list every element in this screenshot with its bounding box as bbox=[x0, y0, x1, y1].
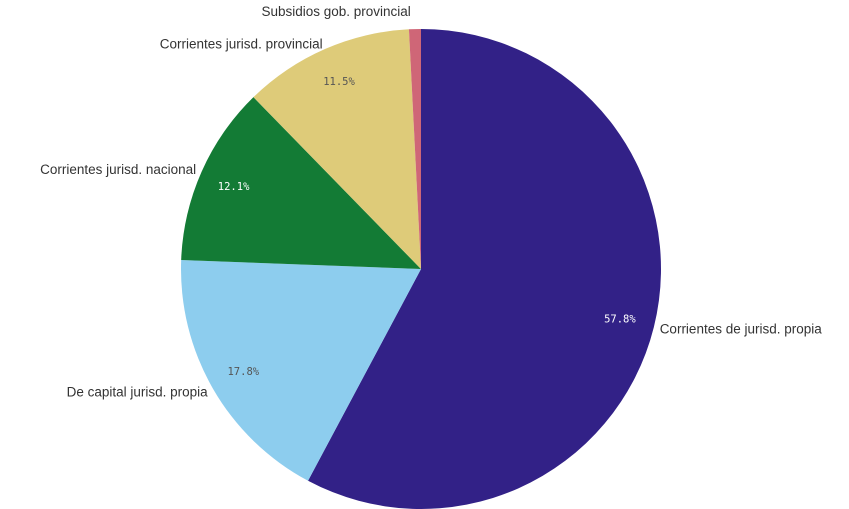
pie-slice-5[interactable] bbox=[408, 28, 421, 269]
pie-slice-4[interactable] bbox=[253, 29, 421, 269]
pie-slices bbox=[180, 28, 661, 509]
slice-category-label: Corrientes de jurisd. propia bbox=[660, 322, 823, 337]
slice-category-label: De capital jurisd. propia bbox=[67, 385, 209, 400]
pie-slice-2[interactable] bbox=[180, 259, 421, 481]
slice-category-label: Subsidios gob. provincial bbox=[261, 4, 410, 19]
slice-value-label: 11.5% bbox=[323, 76, 355, 88]
pie-slice-1[interactable] bbox=[308, 29, 661, 509]
slice-value-labels: 57.8% 17.8% 12.1% 11.5% bbox=[218, 76, 637, 378]
slice-value-label: 12.1% bbox=[218, 181, 250, 193]
slice-category-labels: Corrientes de jurisd. propia De capital j… bbox=[40, 4, 822, 400]
slice-value-label: 57.8% bbox=[604, 314, 636, 326]
slice-value-label: 17.8% bbox=[227, 366, 259, 378]
slice-category-label: Corrientes jurisd. provincial bbox=[160, 37, 323, 52]
pie-slice-3[interactable] bbox=[181, 97, 421, 270]
slice-category-label: Corrientes jurisd. nacional bbox=[40, 162, 196, 177]
